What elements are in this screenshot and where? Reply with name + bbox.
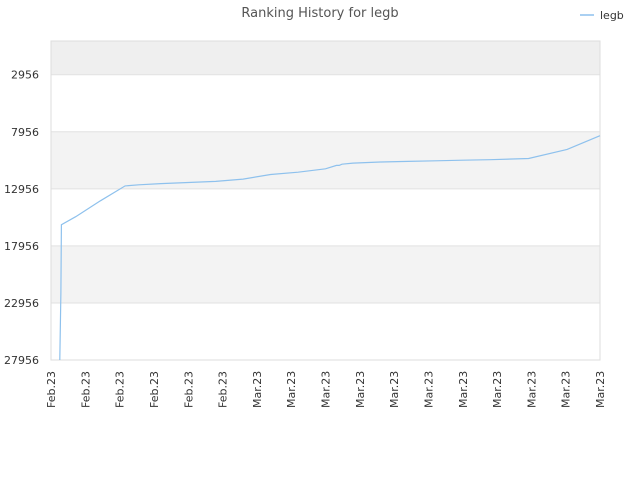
x-tick-label: Mar.23 (354, 371, 367, 408)
x-tick-label: Mar.23 (388, 371, 401, 408)
legend-label-legb: legb (600, 9, 624, 22)
y-tick-label: 27956 (4, 354, 39, 367)
y-tick-label: 12956 (4, 183, 39, 196)
x-tick-label: Feb.23 (182, 371, 195, 408)
plot-band (51, 41, 600, 75)
series-layer (59, 135, 601, 361)
x-tick-label: Mar.23 (457, 371, 470, 408)
x-tick-label: Mar.23 (491, 371, 504, 408)
plot-band (51, 74, 600, 132)
x-tick-label: Mar.23 (285, 371, 298, 408)
legend: legb (580, 9, 624, 22)
x-tick-label: Feb.23 (114, 371, 127, 408)
y-tick-label: 2956 (11, 69, 39, 82)
x-tick-label: Mar.23 (251, 371, 264, 408)
plot-band (51, 188, 600, 246)
plot-band (51, 131, 600, 189)
x-tick-label: Feb.23 (148, 371, 161, 408)
series-line-legb (59, 135, 601, 361)
y-tick-label: 17956 (4, 240, 39, 253)
x-tick-label: Mar.23 (594, 371, 607, 408)
plot-band (51, 245, 600, 303)
y-tick-label: 22956 (4, 297, 39, 310)
y-axis-tick-labels: 2956 7956 12956 17956 22956 27956 (4, 69, 39, 367)
x-tick-label: Mar.23 (525, 371, 538, 408)
x-tick-label: Mar.23 (560, 371, 573, 408)
plot-background-bands (51, 41, 600, 360)
x-tick-label: Feb.23 (217, 371, 230, 408)
plot-band (51, 302, 600, 360)
x-tick-label: Mar.23 (422, 371, 435, 408)
chart-title: Ranking History for legb (241, 6, 398, 21)
x-tick-label: Feb.23 (79, 371, 92, 408)
y-tick-label: 7956 (11, 126, 39, 139)
x-axis-tick-labels: Feb.23 Feb.23 Feb.23 Feb.23 Feb.23 Feb.23 Mar.… (45, 371, 607, 408)
x-tick-label: Feb.23 (45, 371, 58, 408)
plot-border (50, 40, 601, 361)
x-tick-label: Mar.23 (320, 371, 333, 408)
